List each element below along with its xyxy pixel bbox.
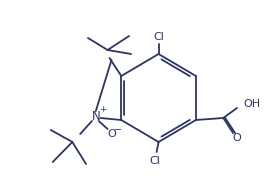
Text: N: N (91, 109, 100, 122)
Text: +: + (99, 104, 106, 113)
Text: O: O (107, 129, 116, 139)
Text: OH: OH (244, 99, 261, 109)
Text: Cl: Cl (153, 32, 164, 42)
Text: O: O (233, 133, 241, 143)
Text: −: − (114, 125, 122, 135)
Text: Cl: Cl (149, 156, 160, 166)
